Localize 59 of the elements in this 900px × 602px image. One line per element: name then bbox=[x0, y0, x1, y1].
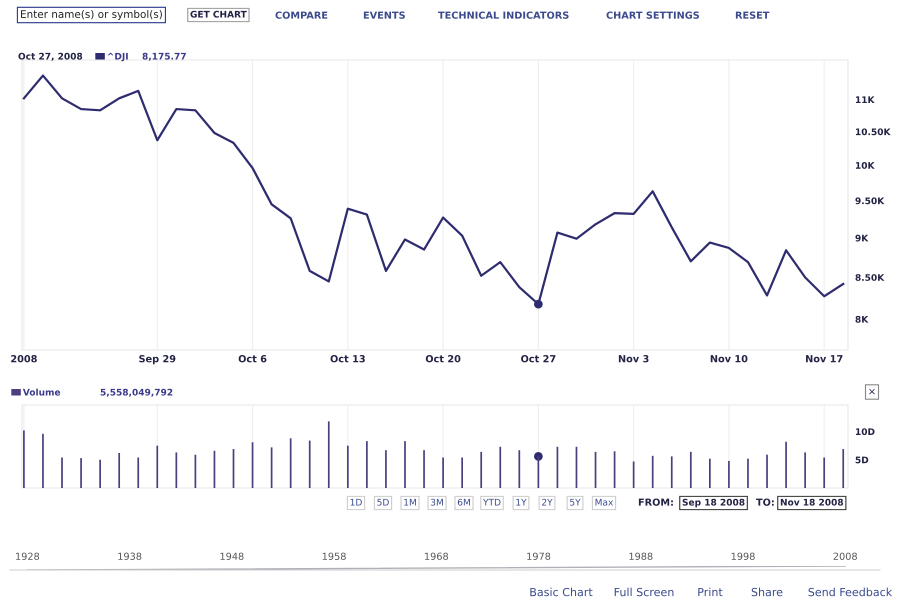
text: 1Y bbox=[516, 498, 527, 506]
x-tick-label: 1938 bbox=[118, 552, 142, 560]
text: Print bbox=[698, 588, 723, 596]
x-tick-label: Nov 17 bbox=[806, 355, 842, 362]
x-tick-label: Oct 13 bbox=[330, 355, 365, 362]
text: 3M bbox=[430, 498, 443, 506]
text: Share bbox=[752, 588, 782, 596]
text: EVENTS bbox=[364, 11, 405, 19]
text: GET CHART bbox=[190, 10, 247, 18]
text: 1D bbox=[350, 498, 362, 506]
text: 2Y bbox=[542, 498, 553, 506]
x-tick-label: Nov 3 bbox=[618, 355, 649, 362]
x-tick-label: 1988 bbox=[629, 552, 652, 560]
text: 1M bbox=[404, 498, 416, 506]
x-tick-label: Nov 10 bbox=[710, 355, 748, 362]
text: Enter name(s) or symbol(s) bbox=[21, 10, 162, 20]
text: × bbox=[869, 388, 875, 394]
text: Send Feedback bbox=[808, 588, 892, 596]
text: YTD bbox=[482, 498, 500, 506]
y-tick-label: 11K bbox=[856, 96, 875, 104]
x-tick-label: 2008 bbox=[834, 552, 857, 560]
text: CHART SETTINGS bbox=[606, 11, 700, 19]
legend-label: ^DJI bbox=[108, 52, 128, 62]
text: Full Screen bbox=[614, 588, 674, 596]
text: 5D bbox=[377, 498, 389, 506]
text: Nov 18 2008 bbox=[780, 498, 844, 506]
text: 6M bbox=[458, 498, 470, 506]
x-tick-label: 1998 bbox=[732, 552, 755, 560]
x-tick-label: 2008 bbox=[11, 355, 37, 362]
text: TO: bbox=[756, 498, 774, 506]
x-tick-label: 1978 bbox=[527, 552, 550, 560]
x-tick-label: 1928 bbox=[16, 552, 40, 560]
legend-label: Volume bbox=[22, 388, 60, 396]
text: Max bbox=[596, 498, 614, 506]
y-tick-label: 10K bbox=[856, 162, 875, 169]
text: TECHNICAL INDICATORS bbox=[438, 11, 569, 19]
y-tick-label: 10.50K bbox=[856, 128, 891, 136]
x-tick-label: Sep 29 bbox=[139, 355, 176, 364]
text: FROM: bbox=[638, 498, 673, 506]
x-tick-label: Oct 27 bbox=[521, 355, 556, 362]
text: 5,558,049,792 bbox=[100, 388, 172, 397]
y-tick-label: 10D bbox=[856, 428, 875, 436]
x-tick-label: 1968 bbox=[425, 552, 448, 560]
y-tick-label: 9.50K bbox=[855, 197, 884, 204]
x-tick-label: Oct 20 bbox=[426, 355, 460, 362]
text: COMPARE bbox=[275, 11, 328, 19]
y-tick-label: 9K bbox=[855, 234, 868, 242]
text: Sep 18 2008 bbox=[682, 498, 744, 508]
x-tick-label: 1958 bbox=[322, 552, 346, 560]
y-tick-label: 8K bbox=[855, 316, 868, 323]
x-tick-label: Oct 6 bbox=[238, 355, 266, 362]
annotation: 8,175.77 bbox=[142, 52, 186, 61]
text: Basic Chart bbox=[530, 588, 592, 596]
annotation: Oct 27, 2008 bbox=[18, 52, 82, 61]
text: RESET bbox=[736, 11, 770, 19]
text: 5Y bbox=[570, 498, 581, 506]
y-tick-label: 8.50K bbox=[855, 274, 884, 281]
x-tick-label: 1948 bbox=[220, 552, 244, 560]
y-tick-label: 5D bbox=[856, 456, 868, 464]
